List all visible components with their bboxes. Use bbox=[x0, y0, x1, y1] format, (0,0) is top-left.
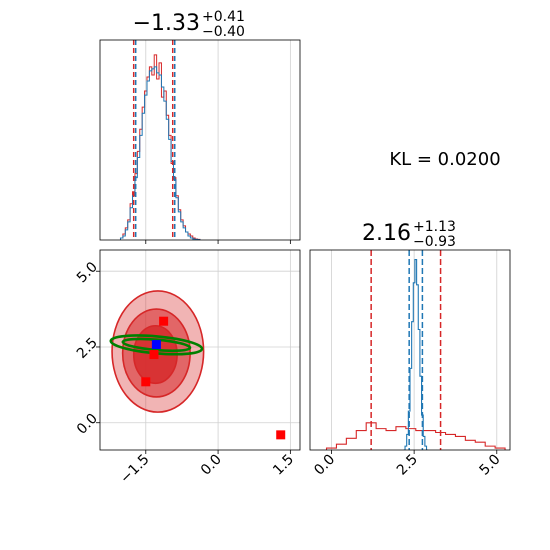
marginal-y-histogram bbox=[325, 422, 506, 450]
marginal-x-grid bbox=[145, 40, 291, 240]
marginal-x-title-minus: −0.40 bbox=[202, 24, 245, 40]
marginal-x-histogram bbox=[119, 54, 201, 240]
marginal-y-tick-label: 0.0 bbox=[311, 452, 338, 479]
marginal-y-tick-label: 2.5 bbox=[394, 452, 421, 479]
marginal-y-panel: 0.0 2.5 5.0 2.16 +1.13 −0.93 bbox=[309, 219, 511, 479]
joint-y-tick-label: 5.0 bbox=[74, 259, 101, 286]
joint-red-marker bbox=[149, 350, 159, 360]
marginal-x-frame bbox=[99, 39, 301, 241]
joint-red-marker bbox=[276, 430, 286, 440]
joint-red-marker bbox=[159, 316, 169, 326]
marginal-y-title-value: 2.16 bbox=[362, 221, 411, 246]
joint-x-tick-label: −1.5 bbox=[117, 452, 152, 487]
marginal-y-frame bbox=[309, 249, 511, 451]
marginal-y-title-minus: −0.93 bbox=[413, 234, 456, 250]
marginal-x-histogram bbox=[119, 66, 201, 240]
marginal-y-ticks: 0.0 2.5 5.0 bbox=[311, 450, 504, 479]
joint-markers bbox=[141, 316, 286, 440]
marginal-y-grid bbox=[331, 250, 498, 450]
marginal-y-histogram bbox=[403, 258, 429, 450]
kl-annotation: KL = 0.0200 bbox=[389, 149, 500, 170]
marginal-x-ticks bbox=[145, 240, 291, 244]
joint-green-contour bbox=[121, 337, 192, 353]
marginal-x-title-plus: +0.41 bbox=[202, 9, 245, 25]
joint-red-marker bbox=[141, 377, 151, 387]
marginal-x-panel: −1.33 +0.41 −0.40 bbox=[99, 9, 301, 244]
joint-y-tick-label: 2.5 bbox=[74, 335, 101, 362]
joint-panel: −1.5 0.0 1.5 0.0 2.5 5.0 bbox=[74, 249, 301, 487]
marginal-y-title-plus: +1.13 bbox=[413, 219, 456, 235]
joint-x-tick-label: 0.0 bbox=[198, 452, 225, 479]
marginal-x-title-value: −1.33 bbox=[133, 11, 200, 36]
marginal-y-tick-label: 5.0 bbox=[477, 452, 504, 479]
marginal-y-marks bbox=[325, 250, 506, 450]
joint-frame bbox=[99, 249, 301, 451]
joint-x-tick-label: 1.5 bbox=[270, 452, 297, 479]
marginal-x-marks bbox=[119, 40, 201, 240]
joint-y-tick-label: 0.0 bbox=[74, 411, 101, 438]
joint-blue-marker bbox=[151, 340, 161, 350]
joint-grid bbox=[100, 250, 300, 450]
